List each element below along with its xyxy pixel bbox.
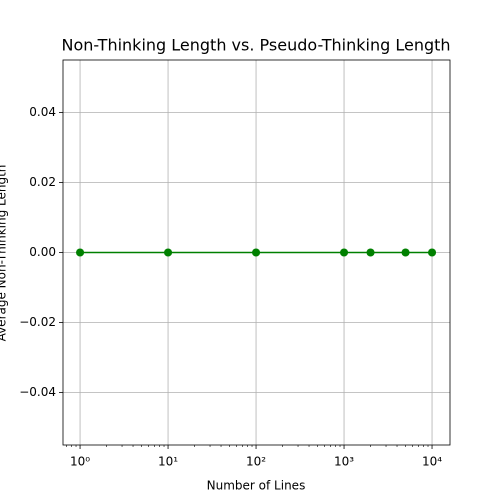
y-tick-label: −0.04 <box>19 385 56 399</box>
y-axis-label: Average Non-Thinking Length <box>0 165 9 342</box>
x-axis-label: Number of Lines <box>207 479 306 493</box>
chart-title: Non-Thinking Length vs. Pseudo-Thinking … <box>61 36 450 55</box>
marker <box>428 248 437 257</box>
y-tick-label: −0.02 <box>19 315 56 329</box>
x-tick-label: 10⁴ <box>422 455 442 469</box>
y-tick-label: 0.02 <box>29 175 56 189</box>
marker <box>340 248 349 257</box>
marker <box>252 248 261 257</box>
x-tick-label: 10¹ <box>158 455 178 469</box>
x-tick-label: 10⁰ <box>70 455 90 469</box>
x-tick-label: 10² <box>246 455 266 469</box>
marker <box>366 248 375 257</box>
y-tick-label: 0.00 <box>29 245 56 259</box>
marker <box>76 248 85 257</box>
x-tick-label: 10³ <box>334 455 354 469</box>
marker <box>401 248 410 257</box>
y-tick-label: 0.04 <box>29 105 56 119</box>
marker <box>164 248 173 257</box>
plot-frame <box>62 59 451 446</box>
